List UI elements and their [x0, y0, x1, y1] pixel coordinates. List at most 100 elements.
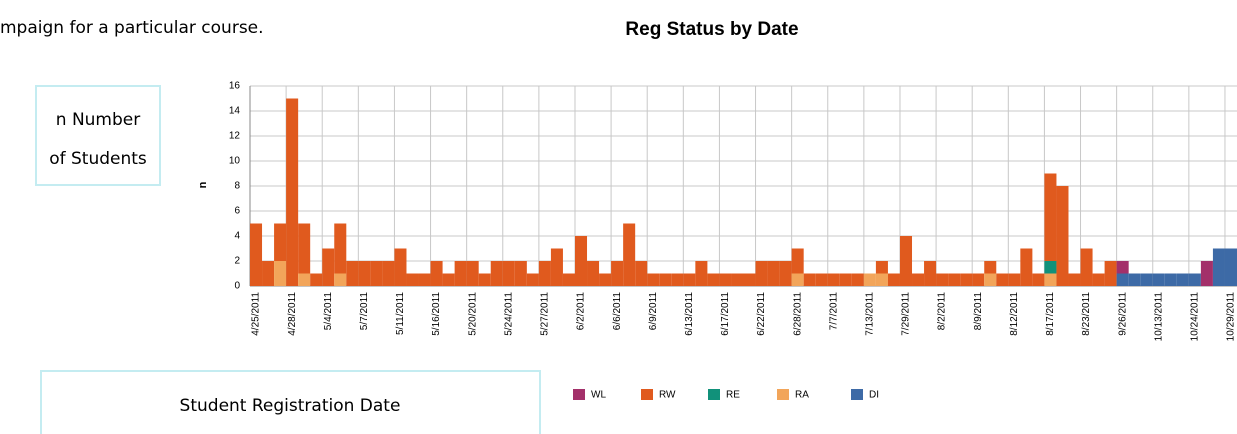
- y-note: of Students: [49, 149, 147, 169]
- bar-segment: [298, 223, 311, 274]
- y-tick-label: 6: [234, 206, 240, 217]
- y-tick-label: 0: [234, 281, 240, 292]
- x-tick-label: 6/6/2011: [612, 292, 623, 331]
- x-tick-label: 6/17/2011: [720, 292, 731, 336]
- bar-segment: [574, 236, 588, 286]
- bar-segment: [743, 273, 756, 286]
- bar-segment: [262, 261, 275, 286]
- bar-segment: [274, 223, 287, 261]
- bar-segment: [887, 273, 900, 286]
- bar-segment: [442, 273, 455, 286]
- x-tick-label: 8/17/2011: [1045, 292, 1056, 336]
- x-tick-label: 6/28/2011: [792, 292, 803, 336]
- x-tick-label: 6/22/2011: [756, 292, 767, 336]
- bar-segment: [899, 236, 913, 286]
- bar-segment: [599, 273, 612, 286]
- intro-text: mpaign for a particular course.: [0, 18, 264, 38]
- bar-segment: [671, 273, 684, 286]
- legend-label: RW: [659, 390, 676, 401]
- bar-segment: [767, 261, 780, 286]
- x-tick-label: 8/23/2011: [1081, 292, 1092, 336]
- bar-segment: [719, 273, 732, 286]
- bar-segment: [791, 248, 804, 274]
- bar-segment: [1188, 273, 1201, 286]
- y-tick-label: 12: [229, 131, 241, 142]
- bar-segment: [863, 273, 876, 286]
- y-tick-label: 4: [234, 231, 240, 242]
- bar-segment: [1032, 273, 1045, 286]
- bar-segment: [912, 273, 925, 286]
- bar-segment: [406, 273, 419, 286]
- x-tick-label: 7/13/2011: [865, 292, 876, 336]
- bar-segment: [1008, 273, 1021, 286]
- bar-segment: [466, 261, 479, 286]
- bar-segment: [1092, 273, 1105, 286]
- bar-segment: [815, 273, 828, 286]
- bar-segment: [635, 261, 648, 286]
- bar-segment: [1044, 173, 1057, 261]
- bar-segment: [550, 248, 563, 286]
- bar-segment: [984, 273, 997, 286]
- bar-segment: [1224, 248, 1237, 286]
- bar-segment: [972, 273, 985, 286]
- bar-segment: [526, 273, 539, 286]
- y-tick-label: 10: [229, 156, 241, 167]
- bar-segment: [851, 273, 864, 286]
- x-tick-label: 6/2/2011: [576, 292, 587, 331]
- bar-segment: [454, 261, 467, 286]
- bar-segment: [1200, 261, 1213, 286]
- bar-segment: [322, 248, 335, 286]
- bar-segment: [875, 261, 888, 274]
- bar-segment: [936, 273, 949, 286]
- x-tick-label: 9/26/2011: [1117, 292, 1128, 336]
- y-note-box: [35, 85, 161, 186]
- bar-segment: [695, 261, 708, 286]
- x-tick-label: 8/12/2011: [1009, 292, 1020, 336]
- legend-swatch: [851, 389, 863, 400]
- bar-segment: [683, 273, 696, 286]
- x-tick-label: 5/24/2011: [503, 292, 514, 336]
- legend-swatch: [777, 389, 789, 400]
- bar-segment: [587, 261, 600, 286]
- bar-segment: [1164, 273, 1177, 286]
- bar-segment: [274, 261, 287, 286]
- bar-segment: [382, 261, 395, 286]
- x-tick-label: 7/29/2011: [901, 292, 912, 336]
- x-tick-label: 6/13/2011: [684, 292, 695, 336]
- bar-segment: [827, 273, 840, 286]
- bar-segment: [1212, 248, 1225, 286]
- bar-segment: [755, 261, 768, 286]
- bar-segment: [1176, 273, 1189, 286]
- bar-segment: [310, 273, 323, 286]
- bar-segment: [562, 273, 575, 286]
- bar-segment: [298, 273, 311, 286]
- x-tick-label: 4/25/2011: [251, 292, 262, 336]
- bar-segment: [346, 261, 359, 286]
- bar-segment: [996, 273, 1009, 286]
- bar-segment: [1080, 248, 1093, 286]
- bar-segment: [984, 261, 997, 274]
- bar-segment: [430, 261, 443, 286]
- x-tick-label: 6/9/2011: [648, 292, 659, 331]
- x-tick-label: 5/4/2011: [323, 292, 334, 331]
- legend-swatch: [708, 389, 720, 400]
- bar-segment: [1116, 273, 1129, 286]
- x-tick-label: 5/16/2011: [431, 292, 442, 336]
- x-tick-label: 10/24/2011: [1190, 292, 1201, 342]
- x-tick-label: 5/20/2011: [467, 292, 478, 336]
- chart-title: Reg Status by Date: [625, 19, 798, 40]
- x-tick-label: 7/7/2011: [828, 292, 839, 331]
- x-tick-label: 10/29/2011: [1226, 292, 1237, 342]
- legend-label: RA: [795, 390, 809, 401]
- bar-segment: [334, 273, 347, 286]
- bar-segment: [1068, 273, 1081, 286]
- y-tick-label: 14: [229, 106, 241, 117]
- y-tick-label: 8: [234, 181, 240, 192]
- bar-segment: [1044, 273, 1057, 286]
- bar-segment: [647, 273, 660, 286]
- bar-segment: [611, 261, 624, 286]
- bar-segment: [286, 98, 299, 286]
- x-tick-label: 5/7/2011: [359, 292, 370, 331]
